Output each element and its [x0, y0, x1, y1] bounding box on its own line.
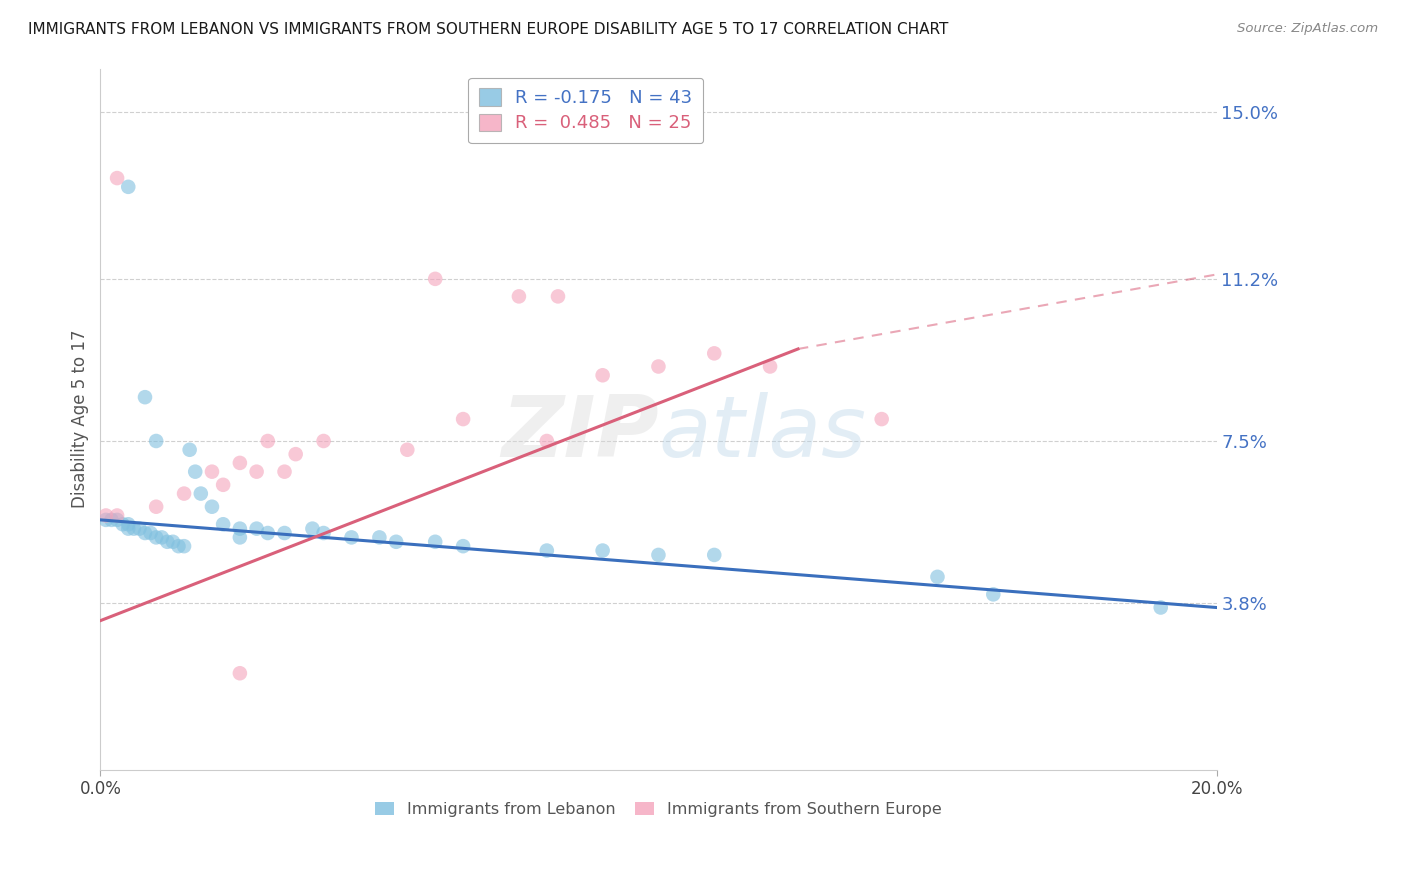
Point — [451, 539, 474, 553]
Point — [256, 434, 278, 448]
Point — [547, 289, 569, 303]
Point — [134, 390, 156, 404]
Point — [229, 522, 252, 536]
Point — [117, 179, 139, 194]
Point — [173, 539, 195, 553]
Point — [128, 522, 150, 536]
Point — [167, 539, 190, 553]
Point — [94, 508, 117, 523]
Point — [184, 465, 207, 479]
Point — [273, 526, 295, 541]
Point — [179, 442, 201, 457]
Point — [105, 513, 128, 527]
Point — [212, 517, 235, 532]
Text: Source: ZipAtlas.com: Source: ZipAtlas.com — [1237, 22, 1378, 36]
Point — [145, 500, 167, 514]
Legend: Immigrants from Lebanon, Immigrants from Southern Europe: Immigrants from Lebanon, Immigrants from… — [367, 794, 949, 825]
Point — [508, 289, 530, 303]
Point — [246, 522, 269, 536]
Point — [301, 522, 323, 536]
Point — [156, 534, 179, 549]
Point — [312, 526, 335, 541]
Point — [229, 456, 252, 470]
Point — [536, 434, 558, 448]
Point — [368, 530, 391, 544]
Point — [246, 465, 269, 479]
Text: atlas: atlas — [658, 392, 866, 475]
Point — [117, 517, 139, 532]
Point — [105, 508, 128, 523]
Point — [703, 346, 725, 360]
Point — [759, 359, 782, 374]
Point — [592, 368, 614, 383]
Point — [425, 272, 447, 286]
Point — [647, 548, 669, 562]
Text: ZIP: ZIP — [501, 392, 658, 475]
Point — [139, 526, 162, 541]
Y-axis label: Disability Age 5 to 17: Disability Age 5 to 17 — [72, 330, 89, 508]
Point — [703, 548, 725, 562]
Point — [122, 522, 145, 536]
Point — [981, 587, 1004, 601]
Point — [190, 486, 212, 500]
Point — [870, 412, 893, 426]
Point — [425, 534, 447, 549]
Point — [229, 666, 252, 681]
Point — [451, 412, 474, 426]
Point — [111, 517, 134, 532]
Point — [284, 447, 307, 461]
Point — [273, 465, 295, 479]
Point — [647, 359, 669, 374]
Point — [145, 530, 167, 544]
Point — [1150, 600, 1173, 615]
Point — [145, 434, 167, 448]
Point — [312, 434, 335, 448]
Point — [201, 500, 224, 514]
Point — [201, 465, 224, 479]
Point — [256, 526, 278, 541]
Point — [536, 543, 558, 558]
Point — [105, 171, 128, 186]
Point — [396, 442, 419, 457]
Point — [150, 530, 173, 544]
Point — [94, 513, 117, 527]
Point — [117, 522, 139, 536]
Point — [927, 570, 949, 584]
Point — [340, 530, 363, 544]
Text: IMMIGRANTS FROM LEBANON VS IMMIGRANTS FROM SOUTHERN EUROPE DISABILITY AGE 5 TO 1: IMMIGRANTS FROM LEBANON VS IMMIGRANTS FR… — [28, 22, 949, 37]
Point — [229, 530, 252, 544]
Point — [385, 534, 408, 549]
Point — [162, 534, 184, 549]
Point — [100, 513, 122, 527]
Point — [173, 486, 195, 500]
Point — [212, 478, 235, 492]
Point — [592, 543, 614, 558]
Point — [134, 526, 156, 541]
